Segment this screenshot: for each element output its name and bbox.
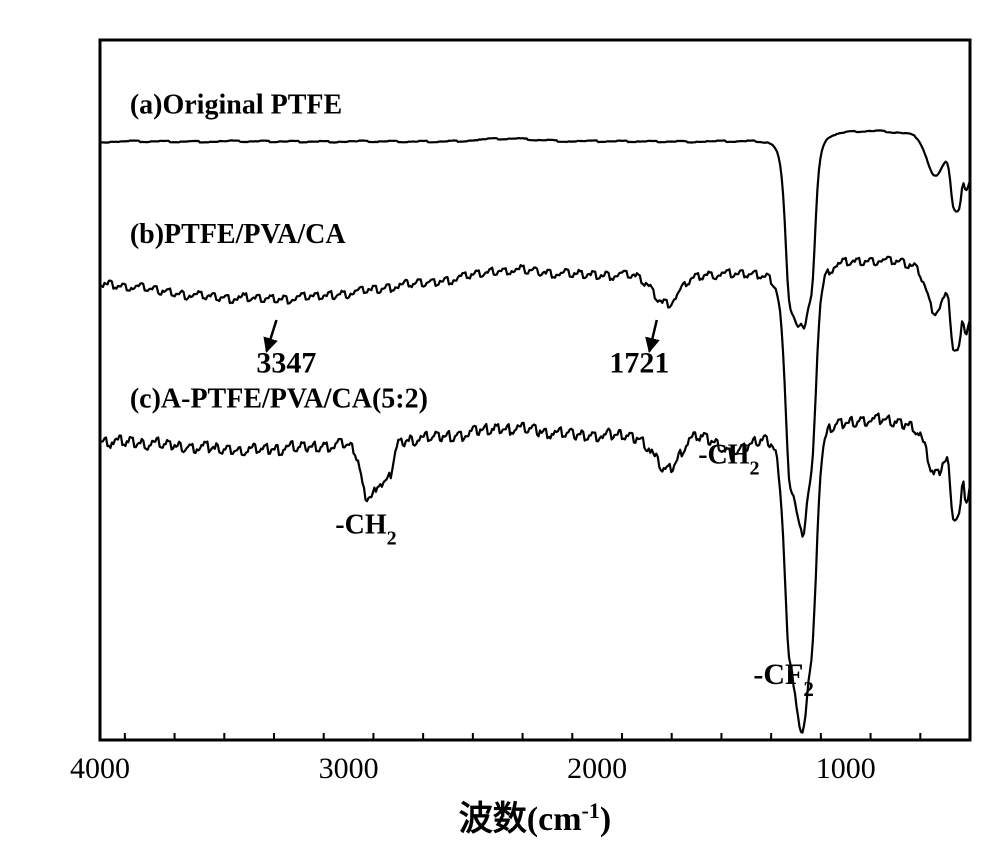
annotation-1: 1721 [609, 347, 669, 380]
svg-text:2000: 2000 [567, 752, 627, 785]
svg-text:3000: 3000 [319, 752, 379, 785]
ftir-chart: 4000300020001000波数(cm-1)(a)Original PTFE… [0, 0, 1000, 864]
annotation-0: 3347 [256, 347, 316, 380]
spectrum-label-b: (b)PTFE/PVA/CA [130, 219, 346, 250]
spectrum-label-c: (c)A-PTFE/PVA/CA(5:2) [130, 384, 428, 415]
svg-text:1000: 1000 [816, 752, 876, 785]
spectrum-label-a: (a)Original PTFE [130, 90, 342, 121]
chart-svg: 4000300020001000波数(cm-1)(a)Original PTFE… [0, 0, 1000, 864]
svg-text:4000: 4000 [70, 752, 130, 785]
